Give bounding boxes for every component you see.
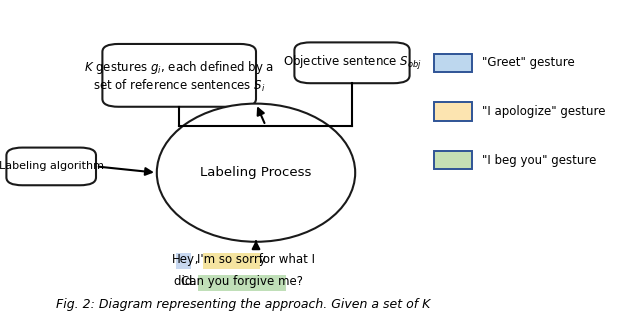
FancyBboxPatch shape bbox=[204, 253, 260, 269]
FancyBboxPatch shape bbox=[6, 148, 96, 185]
FancyBboxPatch shape bbox=[434, 151, 472, 169]
Text: "I apologize" gesture: "I apologize" gesture bbox=[482, 105, 605, 118]
Text: set of reference sentences $S_i$: set of reference sentences $S_i$ bbox=[93, 78, 266, 95]
FancyBboxPatch shape bbox=[102, 44, 256, 107]
Text: Can you forgive me?: Can you forgive me? bbox=[181, 274, 303, 288]
Text: did.: did. bbox=[173, 274, 200, 288]
FancyBboxPatch shape bbox=[434, 53, 472, 72]
Text: I'm so sorry: I'm so sorry bbox=[197, 252, 266, 266]
Text: Fig. 2: Diagram representing the approach. Given a set of K: Fig. 2: Diagram representing the approac… bbox=[56, 298, 430, 311]
FancyBboxPatch shape bbox=[198, 275, 286, 291]
FancyBboxPatch shape bbox=[176, 253, 191, 269]
Ellipse shape bbox=[157, 104, 355, 242]
Text: Objective sentence $S_{obj}$: Objective sentence $S_{obj}$ bbox=[282, 54, 422, 72]
Text: "I beg you" gesture: "I beg you" gesture bbox=[482, 154, 596, 167]
Text: ,: , bbox=[191, 252, 203, 266]
Text: for what I: for what I bbox=[255, 252, 315, 266]
Text: Hey: Hey bbox=[172, 252, 195, 266]
Text: "Greet" gesture: "Greet" gesture bbox=[482, 56, 575, 69]
Text: Labeling Process: Labeling Process bbox=[200, 166, 312, 179]
Text: Labeling algorithm: Labeling algorithm bbox=[0, 161, 104, 171]
FancyBboxPatch shape bbox=[294, 42, 410, 83]
FancyBboxPatch shape bbox=[434, 102, 472, 121]
Text: $K$ gestures $g_i$, each defined by a: $K$ gestures $g_i$, each defined by a bbox=[84, 59, 275, 76]
